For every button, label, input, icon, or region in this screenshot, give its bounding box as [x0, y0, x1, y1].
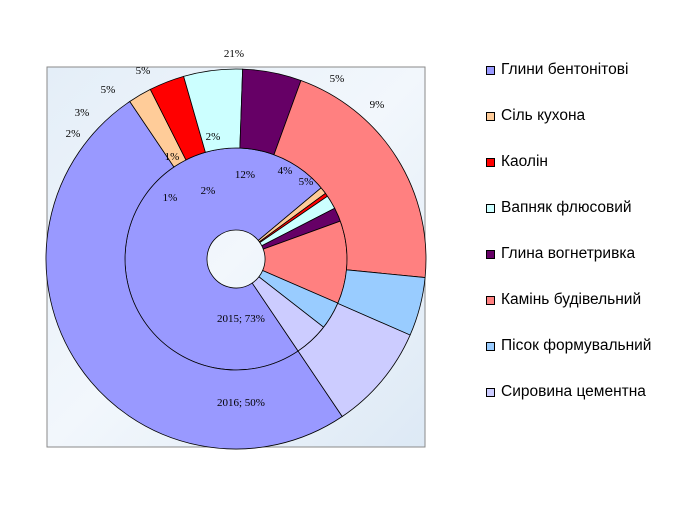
data-label-2016-5: 21%	[224, 48, 244, 60]
data-label-2015-1: 1%	[163, 192, 178, 204]
data-label-2016-6: 5%	[330, 73, 345, 85]
legend-swatch	[486, 65, 495, 75]
legend-item: Глина вогнетривка	[486, 244, 635, 264]
legend-swatch	[486, 249, 495, 259]
legend-item: Сировина цементна	[486, 382, 646, 402]
legend-item: Пісок формувальний	[486, 336, 651, 356]
legend-swatch	[486, 157, 495, 167]
legend-swatch	[486, 295, 495, 305]
data-label-2016-1: 2%	[66, 128, 81, 140]
legend-item: Вапняк флюсовий	[486, 198, 632, 218]
legend-swatch	[486, 111, 495, 121]
legend-label: Глина вогнетривка	[501, 245, 636, 262]
legend-label: Сіль кухона	[501, 107, 586, 124]
data-label-2015-4: 2%	[206, 131, 221, 143]
data-label-2015-3: 2%	[201, 185, 216, 197]
legend-item: Глини бентонітові	[486, 60, 628, 80]
data-label-2016-0: 2016; 50%	[217, 397, 265, 409]
legend-label: Каолін	[501, 153, 548, 170]
legend-label: Пісок формувальний	[501, 337, 652, 354]
legend-label: Вапняк флюсовий	[501, 199, 632, 216]
legend-label: Глини бентонітові	[501, 61, 629, 78]
legend-item: Камінь будівельний	[486, 290, 641, 310]
data-label-2016-7: 9%	[370, 99, 385, 111]
data-label-extra-0: 1%	[165, 151, 180, 163]
legend-item: Сіль кухона	[486, 106, 585, 126]
legend-swatch	[486, 387, 495, 397]
slice-2016-7	[297, 302, 411, 418]
data-label-2015-7: 5%	[299, 176, 314, 188]
data-label-2016-4: 5%	[136, 65, 151, 77]
slice-2016-5	[273, 79, 427, 278]
data-label-2016-3: 5%	[101, 84, 116, 96]
legend-label: Камінь будівельний	[501, 291, 642, 308]
data-label-2015-6: 4%	[278, 165, 293, 177]
legend-swatch	[486, 203, 495, 213]
legend-label: Сировина цементна	[501, 383, 646, 400]
slice-2016-0	[45, 100, 343, 450]
legend-swatch	[486, 341, 495, 351]
data-label-2016-2: 3%	[75, 107, 90, 119]
data-label-2015-5: 12%	[235, 169, 255, 181]
legend-item: Каолін	[486, 152, 548, 172]
data-label-2015-0: 2015; 73%	[217, 313, 265, 325]
